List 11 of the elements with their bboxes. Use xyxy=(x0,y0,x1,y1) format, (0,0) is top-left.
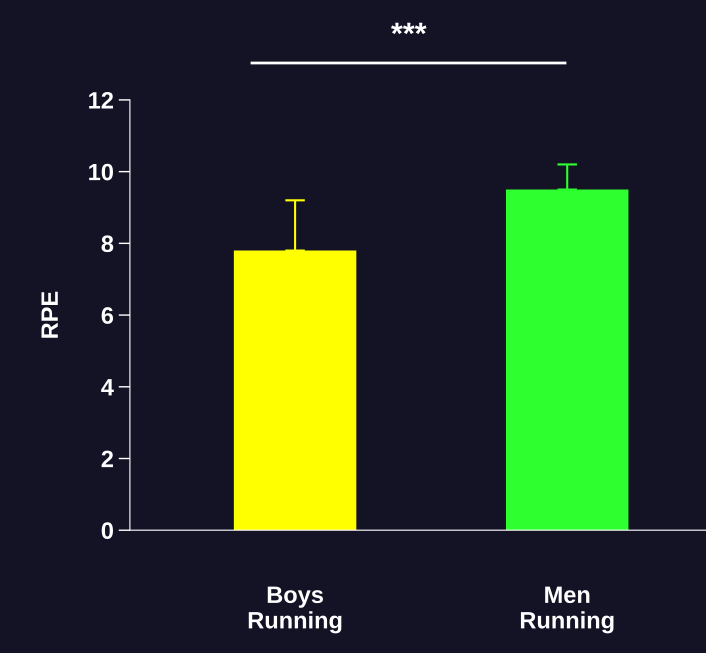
y-tick-label: 10 xyxy=(89,164,113,180)
y-axis-title: RPE xyxy=(42,292,58,338)
x-tick-label: Boys Running xyxy=(248,586,342,634)
y-tick-label: 12 xyxy=(89,92,113,108)
y-tick-label: 6 xyxy=(102,307,114,324)
y-tick-label: 0 xyxy=(102,522,113,540)
text: *** xyxy=(391,22,427,34)
y-tick-label: 2 xyxy=(102,450,113,468)
y-tick-label: 8 xyxy=(102,235,114,252)
x-tick-label: Men Running xyxy=(520,586,614,634)
y-tick-label: 4 xyxy=(101,379,114,396)
